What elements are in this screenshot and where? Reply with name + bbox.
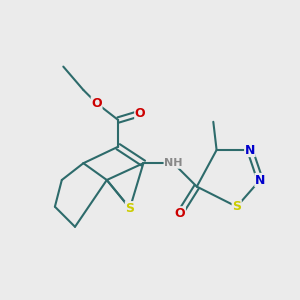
- Text: NH: NH: [164, 158, 183, 168]
- Text: O: O: [91, 97, 102, 110]
- Text: N: N: [255, 173, 265, 187]
- Text: S: S: [125, 202, 134, 215]
- Text: N: N: [245, 143, 255, 157]
- Text: O: O: [175, 207, 185, 220]
- Text: S: S: [232, 200, 241, 213]
- Text: O: O: [135, 107, 146, 120]
